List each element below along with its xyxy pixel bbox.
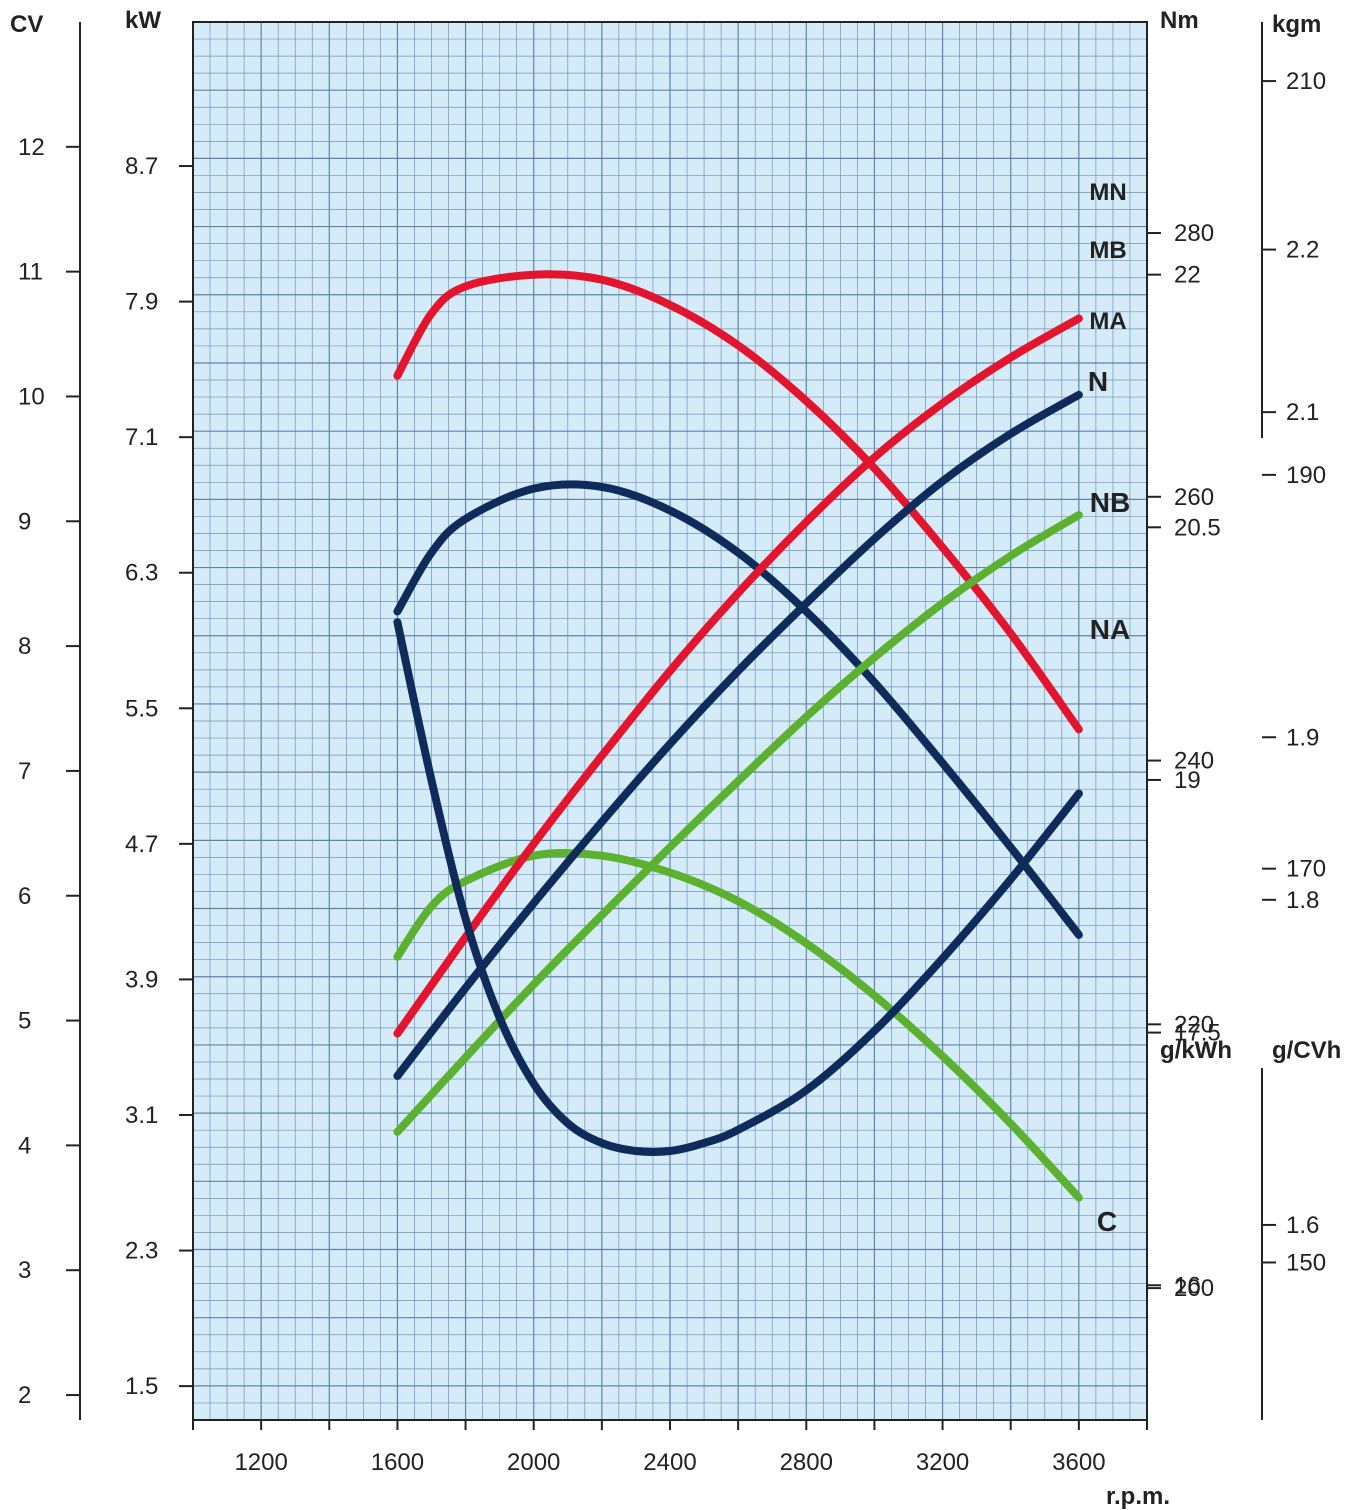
series-c-label: C: [1097, 1206, 1117, 1237]
series-mn-label: MN: [1089, 179, 1126, 206]
kw-tick-label: 1.5: [125, 1373, 158, 1400]
series-nb-label: NB: [1090, 487, 1130, 518]
x-tick-label: 3600: [1052, 1449, 1105, 1476]
cv-tick-label: 6: [18, 883, 31, 910]
nm-tick-label: 19: [1174, 767, 1201, 794]
gcvh-tick-label: 210: [1286, 68, 1326, 95]
gkwh-tick-label: 200: [1174, 1275, 1214, 1302]
cv-tick-label: 3: [18, 1257, 31, 1284]
kw-tick-label: 2.3: [125, 1238, 158, 1265]
series-mn-line: [393, 270, 1083, 734]
cv-tick-label: 9: [18, 508, 31, 535]
gkwh-tick-label: 280: [1174, 220, 1214, 247]
cv-axis-unit: CV: [10, 11, 43, 38]
x-tick-label: 2400: [643, 1449, 696, 1476]
x-tick-label: 1200: [234, 1449, 287, 1476]
kw-axis-unit: kW: [125, 7, 161, 34]
x-tick-label: 2000: [507, 1449, 560, 1476]
x-tick-label: 1600: [371, 1449, 424, 1476]
series-n-line: [393, 314, 1083, 1038]
x-axis-label: r.p.m.: [1106, 1483, 1170, 1510]
cv-tick-label: 12: [18, 134, 45, 161]
kw-tick-label: 7.1: [125, 424, 158, 451]
cv-tick-label: 2: [18, 1382, 31, 1409]
cv-tick-label: 8: [18, 633, 31, 660]
kw-tick-label: 6.3: [125, 560, 158, 587]
series-ma-label: MA: [1089, 308, 1126, 335]
series-labels: MN MB MA N NB NA C: [1088, 179, 1130, 1237]
kgm-tick-label: 1.8: [1286, 887, 1319, 914]
kw-tick-label: 7.9: [125, 289, 158, 316]
gcvh-axis-unit: g/CVh: [1272, 1037, 1341, 1064]
kw-tick-label: 8.7: [125, 153, 158, 180]
nm-tick-label: 16: [1174, 1272, 1201, 1299]
series-c-line: [393, 618, 1083, 1156]
kgm-tick-label: 1.9: [1286, 724, 1319, 751]
grid: [193, 22, 1147, 1420]
cv-tick-label: 11: [18, 259, 43, 286]
gkwh-tick-label: 220: [1174, 1011, 1214, 1038]
nm-tick-label: 20.5: [1174, 514, 1221, 541]
nm-tick-label: 17.5: [1174, 1020, 1221, 1047]
kw-tick-label: 5.5: [125, 695, 158, 722]
x-tick-label: 2800: [780, 1449, 833, 1476]
gcvh-tick-label: 150: [1286, 1249, 1326, 1276]
gkwh-axis-unit: g/kWh: [1160, 1037, 1232, 1064]
series-na-label: NA: [1090, 614, 1130, 645]
cv-tick-label: 7: [18, 758, 31, 785]
gcvh-tick-label: 170: [1286, 856, 1326, 883]
kgm-axis-unit: kgm: [1272, 11, 1321, 38]
cv-tick-label: 5: [18, 1008, 31, 1035]
series-mb-label: MB: [1089, 237, 1126, 264]
gkwh-tick-label: 260: [1174, 484, 1214, 511]
series-mb-line: [393, 480, 1083, 939]
gkwh-tick-label: 240: [1174, 748, 1214, 775]
gcvh-tick-label: 190: [1286, 462, 1326, 489]
series-na-line: [393, 511, 1083, 1136]
nm-tick-label: 22: [1174, 262, 1201, 289]
series-ma-line: [393, 849, 1083, 1202]
cv-tick-label: 10: [18, 383, 45, 410]
x-tick-label: 3200: [916, 1449, 969, 1476]
curves: [393, 270, 1083, 1202]
cv-tick-label: 4: [18, 1132, 31, 1159]
kw-tick-label: 3.9: [125, 966, 158, 993]
kgm-tick-label: 2.2: [1286, 237, 1319, 264]
nm-axis-unit: Nm: [1160, 7, 1199, 34]
kgm-tick-label: 2.1: [1286, 399, 1319, 426]
kgm-tick-label: 1.6: [1286, 1212, 1319, 1239]
series-n-label: N: [1088, 366, 1108, 397]
kw-tick-label: 4.7: [125, 831, 158, 858]
kw-tick-label: 3.1: [125, 1102, 158, 1129]
series-nb-line: [393, 390, 1083, 1080]
